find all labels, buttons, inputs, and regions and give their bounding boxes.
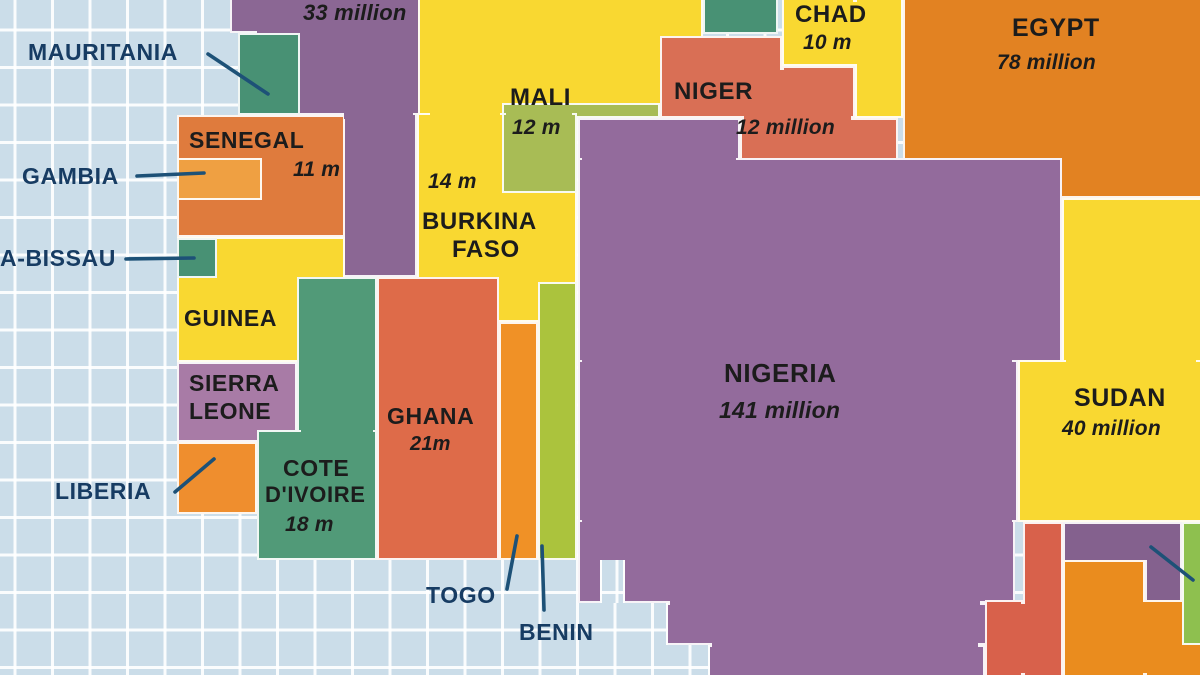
egypt-label: EGYPT (1012, 14, 1100, 42)
sudan-block-1 (1062, 198, 1200, 362)
burkina-label: BURKINA (422, 208, 537, 235)
liberia-block (177, 442, 257, 514)
burkina-value: 14 m (428, 170, 477, 193)
chad-block-1 (782, 0, 855, 66)
cote-divoire-block-1 (297, 277, 377, 432)
mali-label: MALI (510, 84, 572, 111)
seam-joiner-16 (1147, 556, 1180, 564)
guinea-label: GUINEA (184, 305, 278, 331)
ghana-label: GHANA (387, 403, 475, 429)
gambia-block (177, 158, 262, 200)
seam-joiner-4 (851, 2, 859, 64)
sierra-leone-label: SIERRA (189, 370, 280, 396)
nigeria-block-2 (578, 158, 1062, 362)
togo-block (499, 322, 538, 560)
mali-value: 12 m (512, 116, 561, 139)
east-purple-block-block-2 (1145, 560, 1182, 602)
seam-joiner-14 (301, 426, 373, 436)
sierra-leone-block (177, 362, 297, 442)
cote-divoire-label: COTE (283, 455, 350, 481)
niger-block-1 (660, 36, 782, 118)
nigeria-label: NIGERIA (724, 358, 837, 388)
cote-divoire-block-2 (257, 430, 377, 560)
seam-joiner-12 (712, 641, 978, 649)
seam-joiner-9 (582, 356, 1012, 364)
benin-label: BENIN (519, 619, 594, 645)
tunisia-block (703, 0, 778, 34)
niger-label: NIGER (674, 78, 754, 105)
nigeria-block-4 (578, 520, 1015, 603)
cote-divoire-label2: D'IVOIRE (265, 482, 366, 507)
gambia-label: GAMBIA (22, 163, 119, 189)
liberia-label: LIBERIA (55, 478, 152, 504)
senegal-value: 11 m (293, 158, 341, 181)
morocco-value: 33 million (303, 0, 407, 25)
seam-joiner-3 (430, 111, 500, 119)
seam-joiner-6 (744, 114, 851, 124)
coast-step-2 (578, 603, 668, 645)
east-red-block-block-1 (1023, 522, 1063, 675)
coast-step-1 (600, 560, 625, 603)
seam-joiner-10 (582, 516, 1012, 524)
niger-value: 12 million (736, 116, 835, 139)
sierra-leone-label2: LEONE (189, 398, 272, 424)
east-green-block-block (1182, 522, 1200, 645)
guinea-bissau-label: A-BISSAU (0, 245, 116, 271)
togo-label: TOGO (426, 582, 496, 608)
seam-joiner-8 (582, 154, 736, 162)
coast-step-3 (578, 645, 710, 675)
sudan-block-2 (1018, 360, 1200, 522)
seam-joiner-15 (1019, 604, 1029, 673)
ghana-block (377, 277, 499, 560)
morocco-block-3 (340, 113, 417, 277)
seam-joiner-5 (778, 70, 788, 114)
mauritania-block (238, 33, 300, 115)
east-orange-block-block-1 (1063, 560, 1145, 675)
chad-label: CHAD (795, 1, 867, 28)
egypt-value: 78 million (997, 51, 1096, 74)
cote-divoire-value: 18 m (285, 513, 334, 536)
ghana-value: 21m (410, 433, 451, 455)
seam-joiner-11 (670, 599, 980, 607)
mauritania-label: MAURITANIA (28, 39, 178, 65)
seam-joiner-13 (1066, 356, 1196, 364)
niger-block-2 (782, 66, 855, 118)
sudan-label: SUDAN (1074, 384, 1166, 412)
seam-joiner-2 (344, 109, 413, 119)
east-red-block-block-2 (985, 600, 1023, 675)
nigeria-value: 141 million (719, 397, 841, 423)
seam-joiner-7 (506, 110, 572, 118)
seam-joiner-17 (1141, 602, 1149, 673)
sudan-value: 40 million (1062, 417, 1161, 440)
seam-joiner-1 (252, 0, 262, 31)
senegal-label: SENEGAL (189, 127, 305, 153)
guinea-bissau-block (177, 238, 217, 278)
burkina-label2: FASO (452, 236, 520, 263)
benin-block (538, 282, 577, 560)
chad-value: 10 m (803, 31, 852, 54)
